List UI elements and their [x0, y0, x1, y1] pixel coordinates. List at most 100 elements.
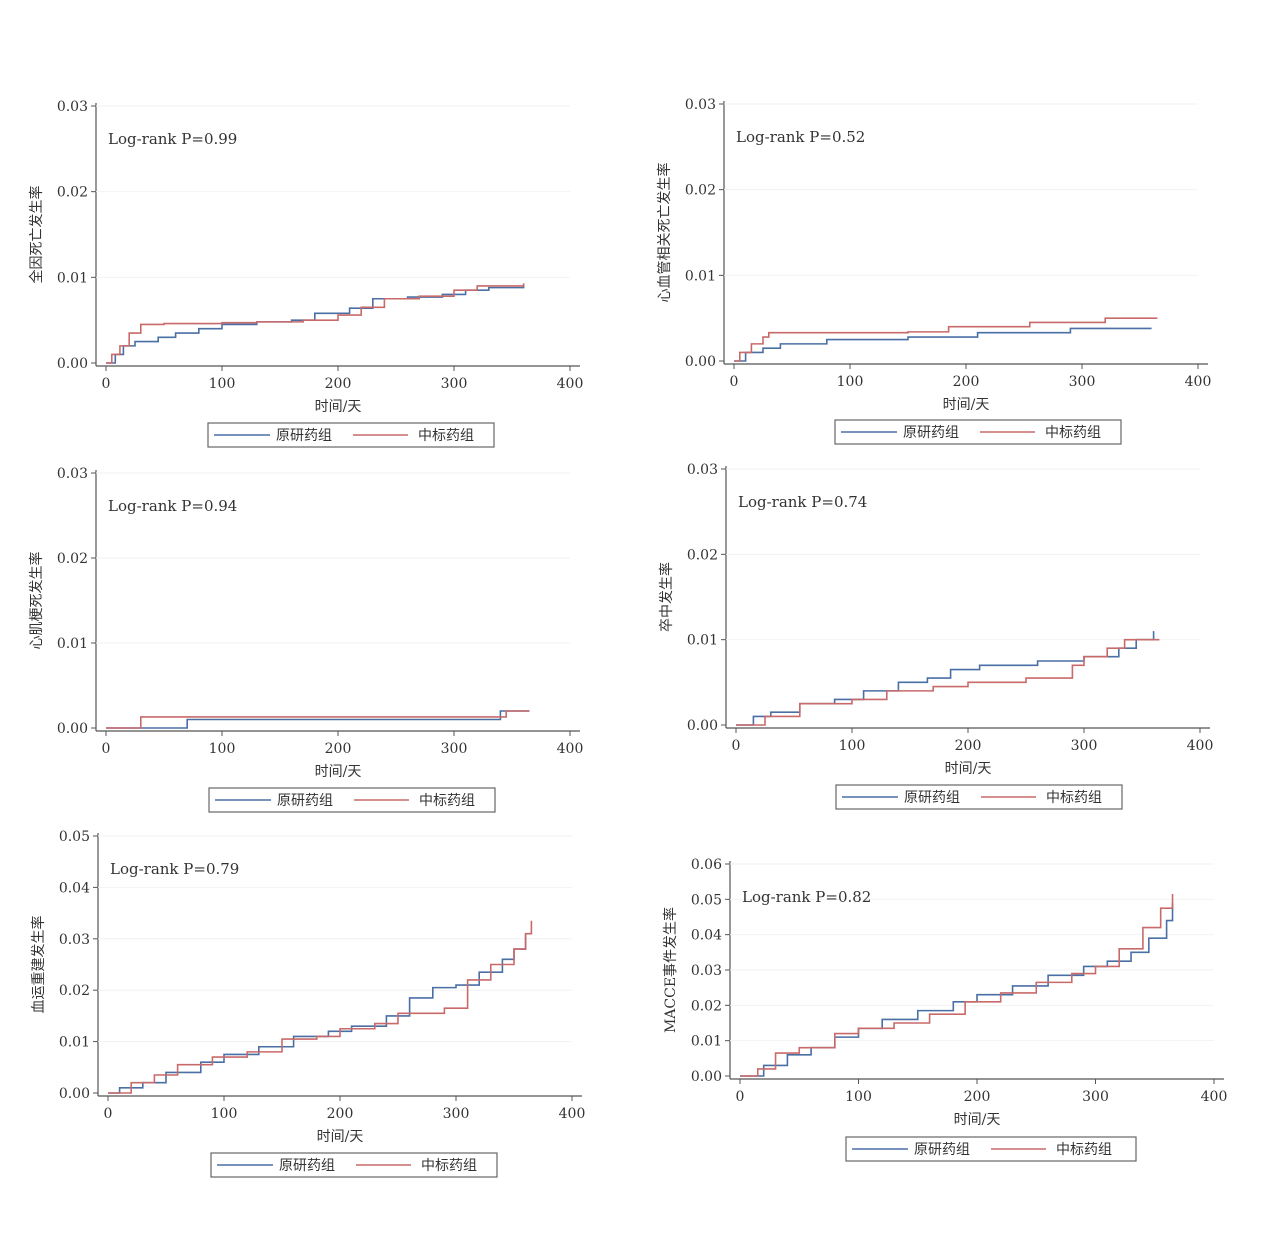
- chart-panel-6: 0.00 0.01 0.02 0.03 0.04 0.05 0.06 0 100 200 300 40…: [662, 857, 1228, 1162]
- x-tick-label: 400: [557, 376, 584, 392]
- x-axis-title: 时间/天: [943, 397, 990, 413]
- legend-label-original: 原研药组: [279, 1158, 335, 1174]
- series-line-original: [734, 327, 1152, 362]
- logrank-annotation: Log-rank P=0.94: [108, 497, 237, 515]
- x-tick-label: 300: [1082, 1089, 1109, 1105]
- series-line-generic: [106, 710, 530, 729]
- series-line-generic: [740, 894, 1174, 1077]
- x-tick-label: 300: [441, 376, 468, 392]
- x-tick-label: 400: [1201, 1089, 1228, 1105]
- legend-label-original: 原研药组: [914, 1142, 970, 1158]
- x-tick-label: 0: [736, 1089, 745, 1105]
- series-line-generic: [108, 920, 533, 1094]
- y-tick-label: 0.02: [687, 547, 718, 563]
- legend: 原研药组 中标药组: [835, 784, 1123, 810]
- series-line-generic: [736, 638, 1160, 726]
- x-tick-label: 400: [1185, 374, 1212, 390]
- y-tick-label: 0.02: [59, 983, 90, 999]
- x-tick-label: 200: [953, 374, 980, 390]
- chart-panel-5: 0.00 0.01 0.02 0.03 0.04 0.05 0 100 200 300 400 时间/…: [30, 829, 586, 1178]
- series-line-generic: [734, 317, 1158, 362]
- y-tick-label: 0.06: [691, 857, 722, 873]
- y-tick-label: 0.02: [685, 183, 716, 199]
- series-line-original: [736, 631, 1155, 726]
- x-axis-title: 时间/天: [317, 1129, 364, 1145]
- y-tick-label: 0.01: [57, 270, 88, 286]
- x-tick-label: 0: [102, 376, 111, 392]
- legend: 原研药组 中标药组: [210, 1152, 498, 1178]
- x-tick-label: 0: [732, 738, 741, 754]
- chart-panel-3: 0.00 0.01 0.02 0.03 0 100 200 300 400 时间/天 心肌梗死发生率…: [28, 466, 584, 813]
- logrank-annotation: Log-rank P=0.82: [742, 888, 871, 906]
- x-tick-label: 100: [211, 1106, 238, 1122]
- chart-panel-1: 0.00 0.01 0.02 0.03 0 100 200 300 400 时间/天 全因死亡发生率…: [28, 99, 584, 448]
- series-line-generic: [106, 283, 525, 364]
- chart-panel-2: 0.00 0.01 0.02 0.03 0 100 200 300 400 时间/天 心血管相关死亡…: [656, 97, 1212, 445]
- y-tick-label: 0.02: [57, 185, 88, 201]
- y-tick-label: 0.03: [59, 932, 90, 948]
- y-tick-label: 0.00: [691, 1069, 722, 1085]
- legend-label-original: 原研药组: [276, 428, 332, 444]
- x-tick-label: 300: [441, 741, 468, 757]
- x-tick-label: 400: [557, 741, 584, 757]
- y-tick-label: 0.02: [691, 998, 722, 1014]
- legend-label-generic: 中标药组: [419, 793, 475, 809]
- x-tick-label: 0: [730, 374, 739, 390]
- x-tick-label: 200: [325, 376, 352, 392]
- y-tick-label: 0.00: [59, 1086, 90, 1102]
- y-tick-label: 0.00: [685, 354, 716, 370]
- chart-panel-4: 0.00 0.01 0.02 0.03 0 100 200 300 400 时间/天 卒中发生率 Lo…: [658, 462, 1214, 810]
- y-tick-label: 0.05: [59, 829, 90, 845]
- x-axis-title: 时间/天: [954, 1112, 1001, 1128]
- y-tick-label: 0.01: [691, 1034, 722, 1050]
- x-tick-label: 0: [102, 741, 111, 757]
- x-tick-label: 300: [1071, 738, 1098, 754]
- logrank-annotation: Log-rank P=0.99: [108, 130, 237, 148]
- x-tick-label: 200: [955, 738, 982, 754]
- x-axis-title: 时间/天: [315, 399, 362, 415]
- x-tick-label: 100: [839, 738, 866, 754]
- legend: 原研药组 中标药组: [845, 1136, 1137, 1162]
- x-tick-label: 0: [104, 1106, 113, 1122]
- legend: 原研药组 中标药组: [207, 422, 495, 448]
- x-tick-label: 100: [845, 1089, 872, 1105]
- y-axis-title: 心血管相关死亡发生率: [656, 163, 673, 303]
- legend-label-original: 原研药组: [904, 790, 960, 806]
- legend: 原研药组 中标药组: [208, 787, 496, 813]
- y-tick-label: 0.02: [57, 551, 88, 567]
- y-tick-label: 0.05: [691, 892, 722, 908]
- y-tick-label: 0.00: [57, 356, 88, 372]
- x-tick-label: 100: [837, 374, 864, 390]
- x-tick-label: 300: [443, 1106, 470, 1122]
- logrank-annotation: Log-rank P=0.74: [738, 493, 867, 511]
- y-tick-label: 0.01: [685, 268, 716, 284]
- x-tick-label: 400: [559, 1106, 586, 1122]
- x-axis-title: 时间/天: [945, 761, 992, 777]
- x-tick-label: 300: [1069, 374, 1096, 390]
- y-tick-label: 0.00: [687, 718, 718, 734]
- legend-label-original: 原研药组: [903, 425, 959, 441]
- y-tick-label: 0.01: [59, 1035, 90, 1051]
- y-tick-label: 0.03: [57, 99, 88, 115]
- x-tick-label: 400: [1187, 738, 1214, 754]
- legend-label-original: 原研药组: [277, 793, 333, 809]
- y-tick-label: 0.03: [687, 462, 718, 478]
- x-axis-title: 时间/天: [315, 764, 362, 780]
- y-axis-title: 血运重建发生率: [30, 916, 47, 1014]
- y-tick-label: 0.03: [57, 466, 88, 482]
- series-line-original: [108, 933, 527, 1094]
- x-tick-label: 200: [327, 1106, 354, 1122]
- legend-label-generic: 中标药组: [418, 428, 474, 444]
- x-tick-label: 200: [964, 1089, 991, 1105]
- logrank-annotation: Log-rank P=0.52: [736, 128, 865, 146]
- legend-label-generic: 中标药组: [1045, 425, 1101, 441]
- y-tick-label: 0.03: [691, 963, 722, 979]
- y-tick-label: 0.01: [687, 633, 718, 649]
- y-tick-label: 0.04: [59, 880, 90, 896]
- y-axis-title: 心肌梗死发生率: [28, 552, 45, 650]
- legend: 原研药组 中标药组: [834, 419, 1122, 445]
- x-tick-label: 100: [209, 741, 236, 757]
- y-axis-title: 卒中发生率: [658, 562, 675, 632]
- y-axis-title: 全因死亡发生率: [28, 186, 45, 284]
